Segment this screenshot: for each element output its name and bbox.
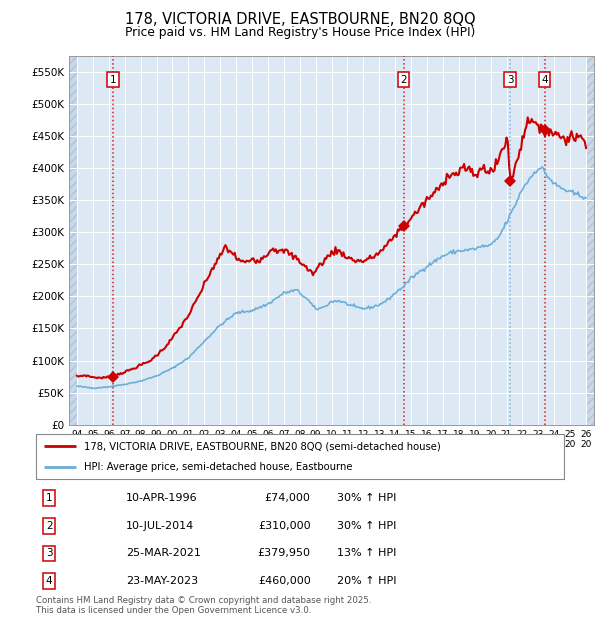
- Text: £310,000: £310,000: [258, 521, 311, 531]
- Text: 2: 2: [400, 75, 407, 85]
- Text: 178, VICTORIA DRIVE, EASTBOURNE, BN20 8QQ (semi-detached house): 178, VICTORIA DRIVE, EASTBOURNE, BN20 8Q…: [83, 441, 440, 451]
- Text: 10-JUL-2014: 10-JUL-2014: [126, 521, 194, 531]
- Text: 1: 1: [110, 75, 116, 85]
- Text: 178, VICTORIA DRIVE, EASTBOURNE, BN20 8QQ: 178, VICTORIA DRIVE, EASTBOURNE, BN20 8Q…: [125, 12, 475, 27]
- Text: 1: 1: [46, 494, 53, 503]
- Text: 10-APR-1996: 10-APR-1996: [126, 494, 197, 503]
- Bar: [586, 56, 594, 425]
- Text: 3: 3: [46, 549, 53, 559]
- Bar: [69, 56, 77, 425]
- Text: 25-MAR-2021: 25-MAR-2021: [126, 549, 200, 559]
- Text: 13% ↑ HPI: 13% ↑ HPI: [337, 549, 397, 559]
- Text: 3: 3: [507, 75, 514, 85]
- Text: 4: 4: [541, 75, 548, 85]
- Text: HPI: Average price, semi-detached house, Eastbourne: HPI: Average price, semi-detached house,…: [83, 463, 352, 472]
- Text: 20% ↑ HPI: 20% ↑ HPI: [337, 576, 397, 586]
- Text: £74,000: £74,000: [265, 494, 311, 503]
- Text: 2: 2: [46, 521, 53, 531]
- Text: 30% ↑ HPI: 30% ↑ HPI: [337, 494, 397, 503]
- Text: 23-MAY-2023: 23-MAY-2023: [126, 576, 198, 586]
- Text: This data is licensed under the Open Government Licence v3.0.: This data is licensed under the Open Gov…: [36, 606, 311, 616]
- Text: £379,950: £379,950: [257, 549, 311, 559]
- Text: Contains HM Land Registry data © Crown copyright and database right 2025.: Contains HM Land Registry data © Crown c…: [36, 596, 371, 606]
- Text: £460,000: £460,000: [258, 576, 311, 586]
- Text: Price paid vs. HM Land Registry's House Price Index (HPI): Price paid vs. HM Land Registry's House …: [125, 26, 475, 39]
- Text: 30% ↑ HPI: 30% ↑ HPI: [337, 521, 397, 531]
- Text: 4: 4: [46, 576, 53, 586]
